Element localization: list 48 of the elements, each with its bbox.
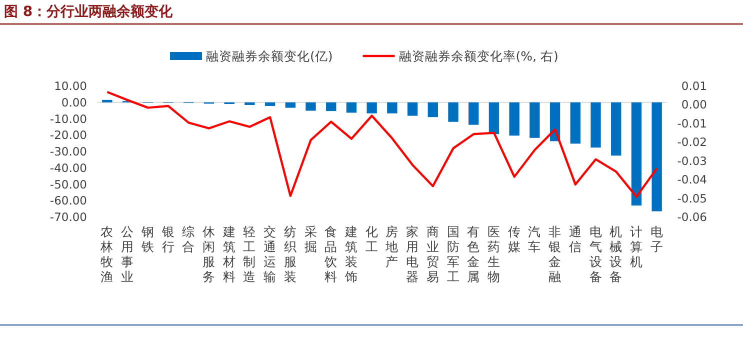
x-tick-label: 建筑材料	[222, 224, 236, 284]
x-tick-label: 钢铁	[140, 224, 154, 254]
y-tick-label: 10.00	[54, 79, 87, 93]
y2-tick-label: -0.06	[677, 210, 707, 224]
x-tick-label: 通信	[568, 224, 582, 254]
x-tick-label: 医药生物	[487, 224, 500, 284]
y-tick-label: -50.00	[50, 177, 87, 192]
x-tick-label: 商业贸易	[426, 224, 440, 284]
x-tick-label: 电气设备	[589, 224, 602, 284]
x-tick-label: 汽车	[528, 224, 542, 254]
x-tick-label: 纺织服装	[284, 224, 297, 284]
chart-title: 图 8：分行业两融余额变化	[4, 3, 174, 20]
y2-tick-label: 0.00	[681, 98, 707, 112]
legend-label: 融资融券余额变化率(%, 右)	[398, 48, 558, 64]
x-tick-label: 银行	[160, 224, 175, 254]
y2-tick-label: -0.04	[677, 172, 707, 187]
y2-tick-label: 0.01	[681, 79, 707, 93]
y2-tick-label: -0.03	[677, 154, 707, 168]
y-tick-label: -40.00	[50, 160, 87, 175]
x-tick-label: 农林牧渔	[100, 224, 114, 284]
x-tick-label: 家用电器	[406, 224, 420, 284]
y-tick-label: -10.00	[50, 112, 87, 126]
x-tick-label: 计算机	[630, 224, 643, 269]
y-tick-label: -70.00	[50, 210, 87, 224]
x-tick-label: 休闲服务	[202, 224, 216, 284]
legend-label: 融资融券余额变化(亿)	[206, 48, 333, 64]
x-tick-label: 交通运输	[264, 224, 277, 284]
x-tick-label: 公用事业	[121, 224, 134, 284]
y2-tick-label: -0.02	[677, 135, 707, 150]
x-tick-label: 轻工制造	[243, 224, 256, 284]
x-tick-label: 机械设备	[610, 224, 623, 284]
y-tick-label: -20.00	[50, 128, 87, 142]
y-tick-label: -60.00	[50, 194, 87, 208]
y2-tick-label: -0.05	[677, 191, 707, 206]
x-tick-label: 电子	[650, 224, 664, 254]
y2-tick-label: -0.01	[677, 116, 707, 130]
y-tick-label: 0.00	[61, 95, 87, 110]
x-tick-label: 综合	[182, 224, 196, 254]
x-tick-label: 房地产	[384, 224, 399, 269]
y-tick-label: -30.00	[50, 144, 87, 158]
x-tick-label: 采掘	[304, 224, 318, 254]
x-tick-label: 化工	[365, 224, 378, 254]
x-tick-label: 食品饮料	[324, 224, 338, 284]
x-tick-label: 传媒	[508, 224, 521, 254]
x-tick-label: 建筑装饰	[344, 224, 358, 284]
x-tick-label: 非银金融	[548, 224, 562, 284]
x-tick-label: 有色金属	[467, 224, 480, 284]
x-tick-label: 国防军工	[446, 224, 460, 284]
